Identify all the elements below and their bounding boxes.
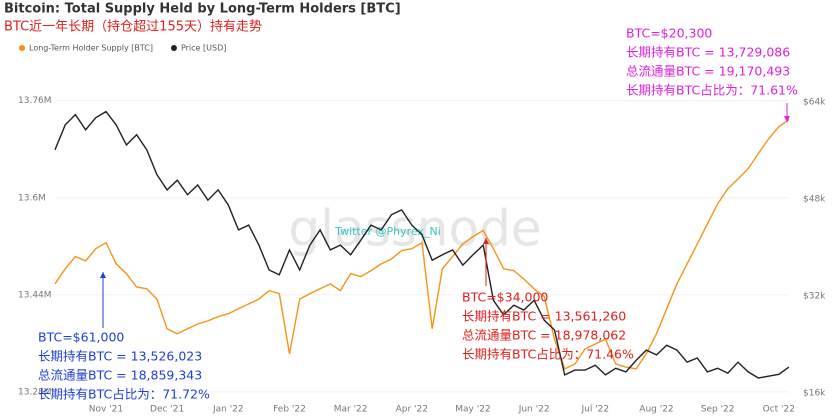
annotation: 长期持有BTC = 13,561,260 <box>462 309 626 324</box>
annotation: 总流通量BTC = 19,170,493 <box>626 64 790 79</box>
x-tick-label: Mar '22 <box>334 405 368 415</box>
chart-subtitle: BTC近一年长期（持仓超过155天）持有走势 <box>4 19 262 35</box>
legend-marker <box>170 45 177 51</box>
annotation: BTC=$20,300 <box>626 26 712 41</box>
y-tick-label: 13.28M <box>18 387 52 397</box>
arrow-head <box>784 116 790 122</box>
x-tick-label: Jan '22 <box>212 405 244 415</box>
x-tick-label: Jun '22 <box>518 405 550 415</box>
x-tick-label: Feb '22 <box>273 405 306 415</box>
x-tick-label: Nov '21 <box>89 405 123 415</box>
x-tick-label: Sep '22 <box>701 405 735 415</box>
annotation: 长期持有BTC占比为：71.72% <box>38 387 210 402</box>
annotation: 长期持有BTC占比为：71.61% <box>626 83 798 98</box>
credit: Twitter @Phyrex_Ni <box>334 225 441 238</box>
annotation: 总流通量BTC = 18,859,343 <box>38 368 202 383</box>
annotation: 长期持有BTC占比为：71.46% <box>462 347 634 362</box>
x-tick-label: Oct '22 <box>763 405 795 415</box>
annotation: BTC=$61,000 <box>38 330 124 345</box>
series-line <box>54 110 790 379</box>
annotation: 长期持有BTC = 13,526,023 <box>38 349 202 364</box>
legend-label: Long-Term Holder Supply [BTC] <box>29 44 153 53</box>
series-line <box>54 118 790 370</box>
annotation: 总流通量BTC = 18,978,062 <box>462 328 626 343</box>
x-tick-label: Jul '22 <box>580 405 609 415</box>
y2-tick-label: $16k <box>803 389 826 399</box>
y2-tick-label: $64k <box>803 97 826 107</box>
legend-label: Price [USD] <box>181 44 226 53</box>
y2-tick-label: $32k <box>803 292 826 302</box>
x-tick-label: May '22 <box>455 405 490 415</box>
chart-title: Bitcoin: Total Supply Held by Long-Term … <box>4 2 401 17</box>
legend-marker <box>19 45 25 51</box>
annotation: BTC=$34,000 <box>462 290 548 305</box>
x-tick-label: Apr '22 <box>396 405 428 415</box>
annotation: 长期持有BTC = 13,729,086 <box>626 45 790 60</box>
arrow-head <box>483 238 489 244</box>
y-tick-label: 13.6M <box>18 193 46 203</box>
x-tick-label: Aug '22 <box>639 405 673 415</box>
y2-tick-label: $48k <box>803 194 826 204</box>
y-tick-label: 13.44M <box>18 290 52 300</box>
y-tick-label: 13.76M <box>18 96 52 106</box>
arrow-head <box>100 272 106 278</box>
x-tick-label: Dec '21 <box>150 405 184 415</box>
